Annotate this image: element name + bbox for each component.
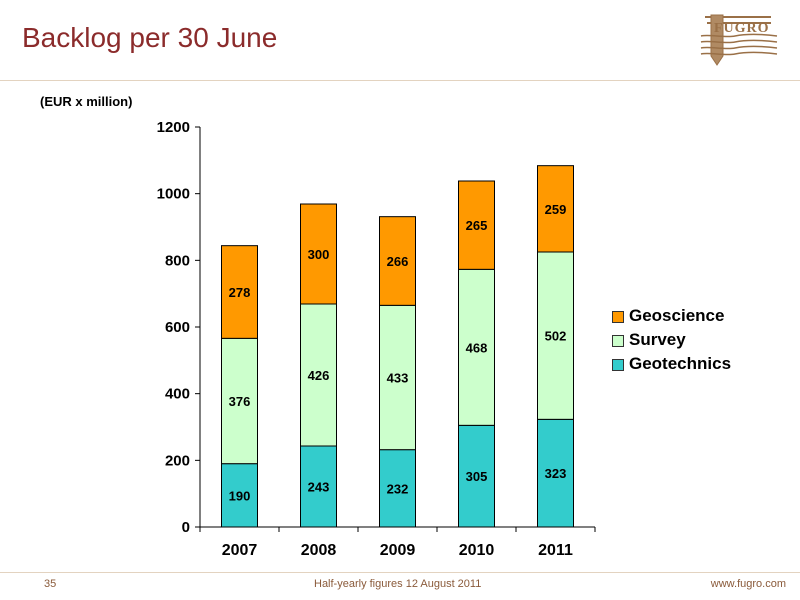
data-label-survey-2009: 433 [387,371,409,386]
y-tick-label: 400 [165,386,190,403]
data-label-geoscience-2011: 259 [545,202,567,217]
data-label-survey-2008: 426 [308,368,330,383]
header-divider [0,80,800,81]
page-number: 35 [44,578,57,590]
bar-geoscience-2008 [300,203,337,305]
data-label-geoscience-2008: 300 [308,247,330,262]
bar-survey-2011 [537,251,574,420]
x-tick-label: 2010 [459,542,495,559]
data-label-geotechnics-2008: 243 [308,480,330,495]
bar-geoscience-2011 [537,165,574,253]
data-label-geotechnics-2010: 305 [466,469,488,484]
unit-label: (EUR x million) [40,94,133,109]
x-tick-label: 2009 [380,542,416,559]
y-tick-label: 1200 [157,119,190,136]
footer-divider [0,572,800,573]
y-tick-label: 200 [165,452,190,469]
data-label-survey-2007: 376 [229,394,251,409]
slide-title: Backlog per 30 June [22,22,278,53]
data-label-geotechnics-2009: 232 [387,481,409,496]
legend-label: Geotechnics [629,354,732,373]
fugro-logo [697,10,781,72]
bar-survey-2008 [300,303,337,447]
y-tick-label: 800 [165,252,190,269]
footer-caption: Half-yearly figures 12 August 2011 [314,578,482,590]
x-tick-label: 2011 [538,542,573,559]
y-tick-label: 1000 [157,186,190,203]
bar-geotechnics-2011 [537,418,574,528]
data-label-survey-2011: 502 [545,329,567,344]
data-label-geoscience-2007: 278 [229,285,251,300]
footer-url: www.fugro.com [710,578,786,590]
fugro-logo-text: FUGRO [714,21,770,36]
bar-geoscience-2010 [458,180,495,270]
data-label-geoscience-2010: 265 [466,218,488,233]
bar-survey-2007 [221,337,258,465]
legend-swatch-geoscience [612,311,624,323]
y-tick-label: 0 [182,519,190,536]
data-label-geotechnics-2011: 323 [545,466,567,481]
y-tick-label: 600 [165,319,190,336]
data-label-geoscience-2009: 266 [387,254,409,269]
legend-swatch-survey [612,335,624,347]
legend-label: Geoscience [629,306,725,325]
legend-swatch-geotechnics [612,359,624,371]
data-label-geotechnics-2007: 190 [229,488,251,503]
legend-label: Survey [629,330,686,349]
bar-geotechnics-2008 [300,445,337,528]
x-tick-label: 2008 [301,542,337,559]
bar-geotechnics-2007 [221,463,258,528]
bar-geoscience-2009 [379,216,416,306]
bar-survey-2009 [379,304,416,451]
data-label-survey-2010: 468 [466,340,488,355]
fugro-logo-icon [700,14,778,66]
bar-geotechnics-2010 [458,424,495,528]
x-tick-label: 2007 [222,542,258,559]
bar-survey-2010 [458,268,495,426]
bar-geoscience-2007 [221,245,258,339]
